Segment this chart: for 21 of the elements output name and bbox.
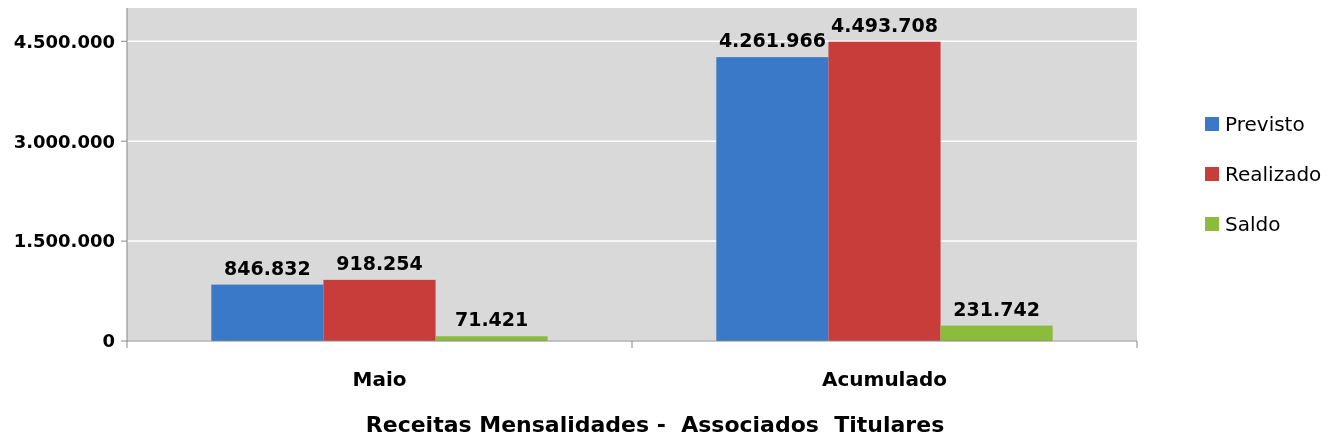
bar [211,284,324,341]
y-tick-label: 1.500.000 [13,230,115,252]
data-label: 918.254 [336,251,423,274]
y-tick-label: 0 [102,330,115,352]
data-label: 4.261.966 [718,29,826,52]
data-label: 846.832 [224,256,311,279]
legend-label: Realizado [1225,162,1322,186]
data-label: 71.421 [454,308,529,331]
legend-label: Previsto [1225,112,1305,136]
x-tick-label: Maio [352,367,407,391]
x-axis-title: Receitas Mensalidades - Associados Titulares [365,412,945,436]
data-label: 4.493.708 [831,13,938,36]
bar [828,41,941,341]
bar [716,57,829,341]
y-tick-label: 3.000.000 [13,130,115,152]
bar [940,325,1053,341]
legend-label: Saldo [1225,212,1281,236]
bar [323,279,436,341]
x-tick-label: Acumulado [821,367,948,391]
data-label: 231.742 [953,297,1040,320]
y-tick-label: 4.500.000 [13,30,115,52]
